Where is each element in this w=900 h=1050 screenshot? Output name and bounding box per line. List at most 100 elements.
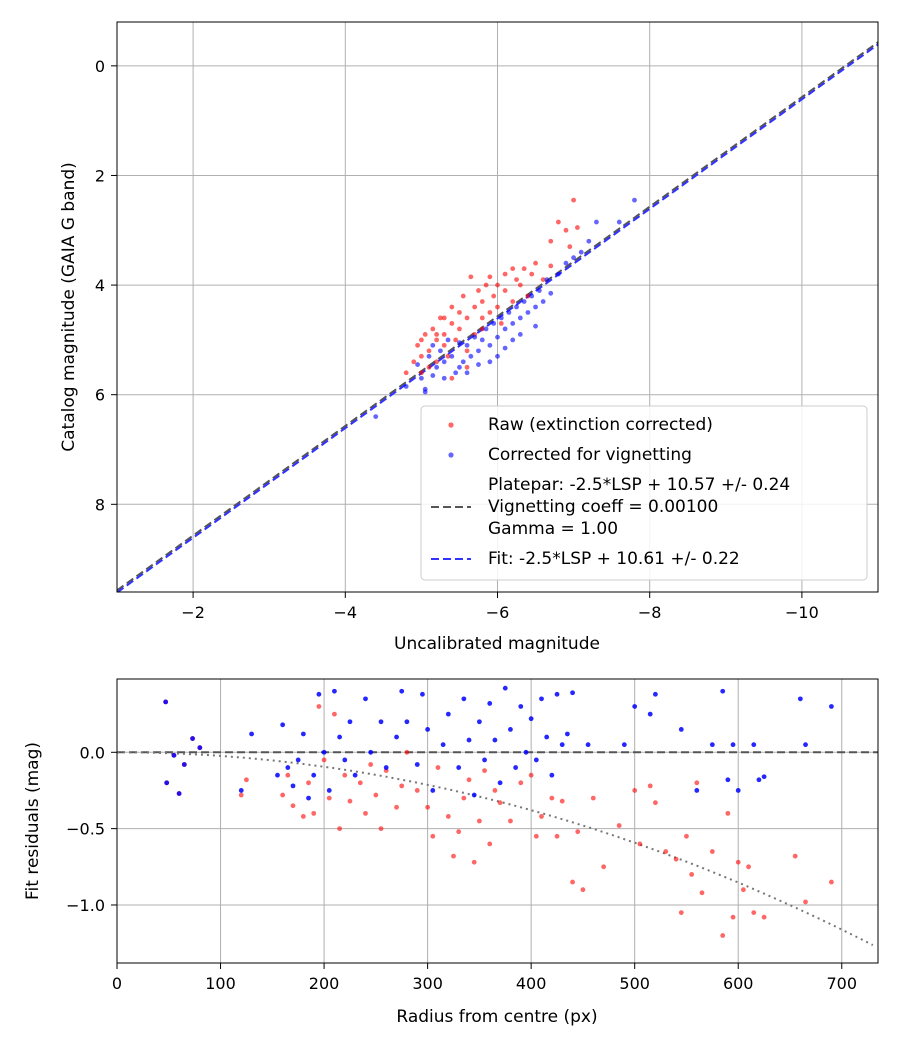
x-tick-label: 300: [412, 974, 443, 993]
raw-residual-point: [803, 899, 808, 905]
corrected-residual-point: [554, 691, 560, 697]
corrected-point: [502, 326, 508, 332]
corrected-point: [441, 375, 447, 381]
corrected-residual-point: [508, 726, 513, 732]
raw-point: [457, 310, 462, 315]
corrected-residual-point: [621, 742, 627, 748]
raw-point: [449, 375, 455, 381]
corrected-residual-point: [709, 742, 715, 748]
corrected-point: [632, 197, 637, 203]
corrected-residual-point: [363, 696, 368, 702]
raw-residual-point: [321, 757, 327, 763]
raw-residual-point: [347, 798, 353, 804]
corrected-residual-point: [461, 696, 467, 702]
legend-box: [420, 405, 868, 581]
corrected-point: [594, 219, 599, 225]
corrected-residual-point: [337, 734, 343, 740]
corrected-point: [616, 219, 622, 225]
legend-dot-icon: [448, 452, 454, 458]
raw-residual-point: [663, 849, 669, 854]
corrected-point: [502, 345, 508, 351]
raw-point: [449, 321, 455, 326]
raw-residual-point: [368, 762, 374, 767]
corrected-residual-point: [163, 699, 169, 705]
corrected-residual-point: [585, 742, 591, 748]
corrected-residual-point: [300, 731, 306, 737]
raw-residual-point: [528, 772, 534, 778]
corrected-point: [517, 315, 523, 321]
corrected-point: [426, 353, 432, 359]
corrected-residual-point: [190, 736, 195, 741]
raw-point: [422, 332, 428, 337]
raw-point: [426, 364, 432, 370]
calibration-points: [373, 197, 637, 420]
corrected-point: [578, 249, 584, 255]
raw-residual-point: [487, 841, 493, 847]
corrected-residual-point: [544, 734, 550, 740]
raw-point: [441, 342, 447, 348]
corrected-residual-point: [652, 691, 658, 697]
corrected-point: [472, 334, 478, 340]
raw-residual-point: [306, 780, 311, 786]
x-tick-label: 200: [309, 974, 340, 993]
raw-residual-point: [539, 814, 544, 819]
corrected-residual-point: [720, 688, 726, 694]
raw-residual-point: [792, 853, 798, 859]
corrected-residual-point: [694, 788, 700, 793]
corrected-residual-point: [404, 719, 410, 725]
raw-point: [540, 277, 546, 282]
corrected-point: [476, 362, 481, 367]
raw-residual-point: [684, 833, 689, 839]
x-tick-label: −6: [486, 603, 510, 622]
x-tick-label: −10: [785, 603, 819, 622]
corrected-point: [495, 334, 500, 340]
corrected-residual-point: [829, 704, 834, 709]
corrected-point: [438, 348, 443, 354]
fit-line: [117, 43, 878, 592]
x-tick-label: 700: [826, 974, 857, 993]
corrected-point: [544, 277, 550, 282]
corrected-point: [491, 321, 497, 326]
raw-residual-point: [482, 768, 487, 774]
corrected-residual-point: [290, 783, 296, 789]
corrected-residual-point: [249, 731, 254, 737]
raw-residual-point: [678, 910, 684, 916]
raw-point: [567, 244, 573, 250]
corrected-residual-point: [321, 749, 327, 755]
raw-residual-point: [332, 711, 337, 717]
raw-point: [468, 274, 474, 280]
raw-point: [525, 293, 531, 299]
corrected-point: [571, 255, 576, 261]
raw-point: [457, 326, 462, 332]
corrected-point: [514, 304, 519, 310]
raw-residual-point: [285, 772, 291, 778]
corrected-point: [510, 321, 516, 326]
y-tick-label: 0.0: [80, 743, 105, 762]
raw-residual-point: [533, 833, 539, 839]
residuals-plot: 0 100 200 300 400 500 600 700 0.0 −0.5 −1.0 Radius…: [23, 678, 879, 1027]
raw-point: [529, 271, 535, 277]
corrected-point: [464, 370, 470, 376]
corrected-residual-point: [275, 772, 280, 778]
corrected-point: [506, 310, 512, 315]
x-tick-label: 500: [619, 974, 650, 993]
raw-point: [472, 304, 478, 310]
raw-residual-point: [689, 872, 695, 877]
corrected-residual-point: [523, 749, 529, 755]
calibration-plot-frame: [116, 21, 879, 593]
corrected-point: [460, 359, 466, 365]
raw-residual-point: [580, 887, 586, 893]
corrected-point: [419, 375, 424, 381]
corrected-residual-point: [440, 742, 446, 748]
corrected-residual-point: [285, 765, 291, 770]
raw-residual-point: [829, 879, 834, 885]
raw-residual-point: [461, 795, 467, 801]
corrected-point: [430, 373, 436, 378]
raw-point: [495, 282, 500, 288]
raw-residual-point: [694, 780, 700, 786]
raw-residual-point: [673, 856, 679, 862]
y-tick-label: −0.5: [66, 820, 105, 839]
legend-label: Fit: -2.5*LSP + 10.61 +/- 0.22: [488, 549, 740, 569]
raw-residual-point: [378, 826, 384, 832]
legend-label: Corrected for vignetting: [488, 445, 692, 465]
